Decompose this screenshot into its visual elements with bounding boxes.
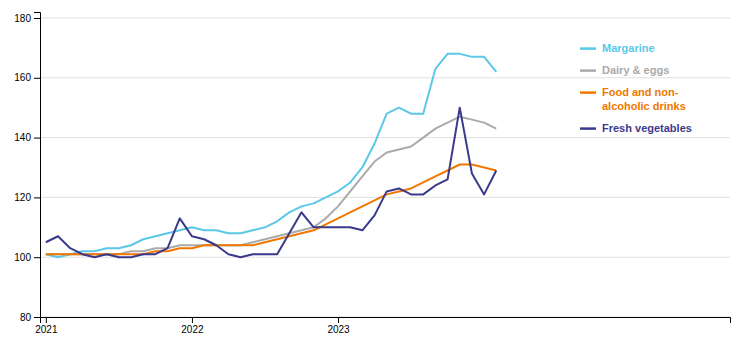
- x-tick: 2023: [327, 317, 350, 335]
- y-tick-mark: [34, 18, 40, 19]
- y-tick: 80: [20, 312, 40, 323]
- grid-line: [40, 257, 730, 258]
- y-tick-label: 120: [14, 192, 31, 203]
- legend-label-line: Margarine: [602, 42, 655, 54]
- legend-swatch: [580, 47, 596, 50]
- series-line: [46, 117, 496, 255]
- y-tick: 140: [14, 132, 40, 143]
- y-tick-mark: [34, 317, 40, 318]
- x-tick-mark: [338, 317, 339, 323]
- y-tick: 120: [14, 192, 40, 203]
- series-line: [46, 165, 496, 255]
- plot: 80 100 120 140 160 180 2021 2022 2023 Margarine Da…: [14, 13, 730, 336]
- y-axis: 80 100 120 140 160 180: [14, 13, 40, 323]
- y-tick-mark: [34, 138, 40, 139]
- legend-label: Food and non-alcoholic drinks: [602, 86, 686, 112]
- legend-item: Dairy & eggs: [580, 64, 669, 76]
- grid-line: [40, 77, 730, 78]
- y-tick: 180: [14, 13, 40, 24]
- x-tick-mark: [192, 317, 193, 323]
- legend-label-line: alcoholic drinks: [602, 100, 686, 112]
- legend-label-line: Dairy & eggs: [602, 64, 669, 76]
- y-tick-mark: [34, 197, 40, 198]
- x-axis: 2021 2022 2023: [35, 317, 730, 335]
- y-tick-label: 160: [14, 72, 31, 83]
- chart: 80 100 120 140 160 180 2021 2022 2023 Margarine Da…: [0, 0, 742, 345]
- y-tick-label: 180: [14, 13, 31, 24]
- legend-label: Fresh vegetables: [602, 122, 692, 134]
- legend: Margarine Dairy & eggs Food and non-alcoho…: [580, 42, 692, 134]
- y-axis-line: [34, 13, 41, 318]
- legend-label: Dairy & eggs: [602, 64, 669, 76]
- y-tick-label: 80: [20, 312, 32, 323]
- grid-line: [40, 17, 730, 18]
- legend-label: Margarine: [602, 42, 655, 54]
- legend-item: Margarine: [580, 42, 655, 54]
- series-line: [46, 54, 496, 257]
- legend-item: Food and non-alcoholic drinks: [580, 86, 686, 112]
- x-tick-label: 2022: [181, 324, 204, 335]
- y-tick-label: 140: [14, 132, 31, 143]
- x-tick-label: 2021: [35, 324, 58, 335]
- y-tick-mark: [34, 257, 40, 258]
- grid-line: [40, 137, 730, 138]
- y-tick-label: 100: [14, 252, 31, 263]
- x-tick: 2022: [181, 317, 204, 335]
- y-tick: 160: [14, 72, 40, 83]
- legend-item: Fresh vegetables: [580, 122, 692, 134]
- legend-label-line: Food and non-: [602, 86, 679, 98]
- y-tick-mark: [34, 78, 40, 79]
- grid: [40, 18, 730, 317]
- series-line: [46, 108, 496, 258]
- lines: [46, 54, 496, 257]
- x-tick: 2021: [35, 317, 58, 335]
- x-axis-line: [41, 318, 731, 324]
- x-tick-label: 2023: [327, 324, 350, 335]
- legend-swatch: [580, 127, 596, 130]
- legend-swatch: [580, 91, 596, 94]
- legend-label-line: Fresh vegetables: [602, 122, 692, 134]
- grid-line: [40, 197, 730, 198]
- y-tick: 100: [14, 252, 40, 263]
- x-tick-mark: [46, 317, 47, 323]
- legend-swatch: [580, 69, 596, 72]
